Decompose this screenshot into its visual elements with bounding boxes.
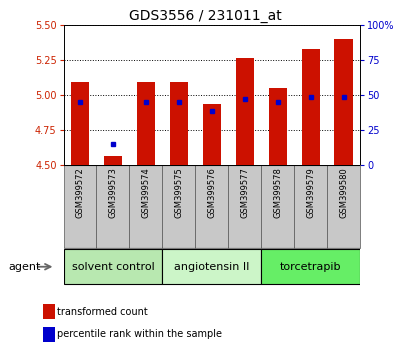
Text: transformed count: transformed count xyxy=(57,307,148,316)
Bar xyxy=(71,82,89,165)
FancyBboxPatch shape xyxy=(228,165,261,248)
Text: GSM399579: GSM399579 xyxy=(306,167,314,218)
Text: GSM399575: GSM399575 xyxy=(174,167,183,218)
Bar xyxy=(301,48,319,165)
Text: GSM399576: GSM399576 xyxy=(207,167,216,218)
FancyBboxPatch shape xyxy=(96,165,129,248)
Bar xyxy=(103,156,122,165)
FancyBboxPatch shape xyxy=(129,165,162,248)
FancyBboxPatch shape xyxy=(261,165,293,248)
Text: GSM399577: GSM399577 xyxy=(240,167,249,218)
Bar xyxy=(43,304,55,319)
Bar xyxy=(235,58,253,165)
Bar xyxy=(202,104,220,165)
Text: torcetrapib: torcetrapib xyxy=(279,262,340,272)
FancyBboxPatch shape xyxy=(261,249,359,284)
Text: GSM399574: GSM399574 xyxy=(141,167,150,218)
Text: angiotensin II: angiotensin II xyxy=(174,262,249,272)
Text: agent: agent xyxy=(8,262,40,272)
Text: solvent control: solvent control xyxy=(72,262,154,272)
FancyBboxPatch shape xyxy=(63,165,96,248)
FancyBboxPatch shape xyxy=(293,165,326,248)
FancyBboxPatch shape xyxy=(162,249,261,284)
Text: percentile rank within the sample: percentile rank within the sample xyxy=(57,330,222,339)
Text: GSM399572: GSM399572 xyxy=(75,167,84,218)
Text: GDS3556 / 231011_at: GDS3556 / 231011_at xyxy=(128,9,281,23)
FancyBboxPatch shape xyxy=(162,165,195,248)
FancyBboxPatch shape xyxy=(326,165,359,248)
FancyBboxPatch shape xyxy=(195,165,228,248)
FancyBboxPatch shape xyxy=(63,249,162,284)
Text: GSM399580: GSM399580 xyxy=(338,167,347,218)
Bar xyxy=(268,88,286,165)
Bar xyxy=(137,82,155,165)
Bar xyxy=(43,327,55,342)
Text: GSM399578: GSM399578 xyxy=(272,167,281,218)
Bar xyxy=(334,39,352,165)
Text: GSM399573: GSM399573 xyxy=(108,167,117,218)
Bar xyxy=(169,82,187,165)
